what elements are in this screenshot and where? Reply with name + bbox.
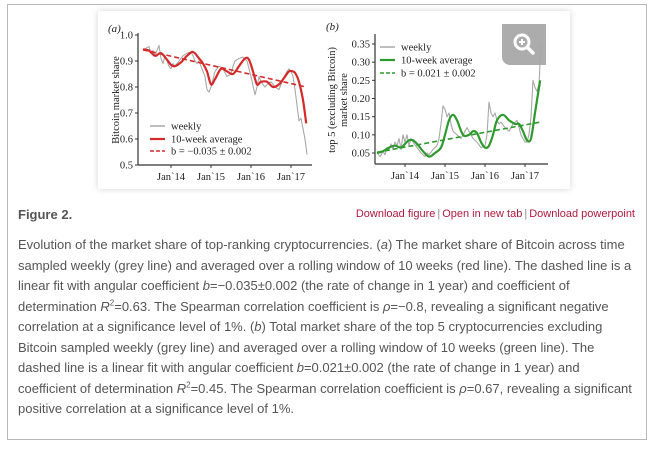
download-powerpoint-link[interactable]: Download powerpoint: [529, 208, 635, 220]
y-tick-label: 0.9: [120, 57, 133, 68]
caption-italic: b: [297, 360, 304, 375]
caption-italic: a: [381, 237, 388, 252]
caption-text: Evolution of the market share of top-ran…: [18, 237, 381, 252]
panel-a-legend: weekly 10-week average b = −0.035 ± 0.00…: [150, 122, 252, 158]
y-tick-label: 0.8: [120, 83, 133, 94]
caption-text: =0.63. The Spearman correlation coeffici…: [114, 299, 383, 314]
caption-italic: b: [254, 319, 261, 334]
y-tick-label: 0.7: [120, 109, 133, 120]
figure-caption: Evolution of the market share of top-ran…: [18, 235, 638, 420]
caption-italic: ρ: [459, 381, 466, 396]
y-tick-label: 1.0: [120, 31, 133, 42]
y-tick-label: 0.20: [352, 94, 370, 105]
legend-avg-label: 10-week average: [401, 56, 473, 67]
y-tick-label: 0.25: [352, 76, 370, 87]
open-new-tab-link[interactable]: Open in new tab: [442, 208, 522, 220]
caption-italic: R: [100, 299, 109, 314]
y-tick-label: 0.30: [352, 58, 370, 69]
panel-b-ylabel-line2: market share: [339, 73, 350, 127]
caption-italic: b: [203, 278, 210, 293]
figure-links: Download figure | Open in new tab | Download…: [356, 208, 635, 220]
caption-text: =0.45. The Spearman correlation coeffici…: [191, 381, 460, 396]
x-tick-label: Jan`15: [197, 172, 225, 183]
panel-a-ylabel: Bitcoin market share: [111, 56, 122, 144]
panel-a: (a) Bitcoin market share 0.50.60.70.80.9…: [108, 23, 312, 183]
y-tick-label: 0.5: [120, 161, 133, 172]
figure-label: Figure 2.: [18, 207, 72, 222]
legend-fit-label: b = 0.021 ± 0.002: [401, 69, 476, 80]
x-tick-label: Jan`16: [471, 171, 499, 182]
y-tick-label: 0.35: [352, 40, 370, 51]
y-tick-label: 0.05: [352, 149, 370, 160]
average-line: [143, 49, 306, 123]
panel-b-legend: weekly 10-week average b = 0.021 ± 0.002: [380, 43, 476, 80]
x-tick-label: Jan`16: [237, 172, 265, 183]
x-tick-label: Jan`15: [431, 171, 459, 182]
x-tick-label: Jan`14: [391, 171, 420, 182]
legend-fit-label: b = −0.035 ± 0.002: [171, 147, 252, 158]
x-tick-label: Jan`17: [277, 172, 305, 183]
legend-weekly-label: weekly: [171, 122, 202, 133]
download-figure-link[interactable]: Download figure: [356, 208, 436, 220]
x-tick-label: Jan`14: [157, 172, 186, 183]
caption-italic: R: [177, 381, 186, 396]
y-tick-label: 0.10: [352, 130, 370, 141]
legend-avg-label: 10-week average: [171, 135, 243, 146]
zoom-figure-button[interactable]: [502, 24, 546, 65]
x-tick-label: Jan`17: [511, 171, 539, 182]
legend-weekly-label: weekly: [401, 43, 432, 54]
panel-b-ylabel-line1: top 5 (excluding Bitcoin): [327, 47, 338, 153]
panel-b-label: (b): [326, 21, 339, 33]
zoom-in-icon: [502, 24, 546, 65]
y-tick-label: 0.6: [120, 135, 133, 146]
y-tick-label: 0.15: [352, 112, 370, 123]
